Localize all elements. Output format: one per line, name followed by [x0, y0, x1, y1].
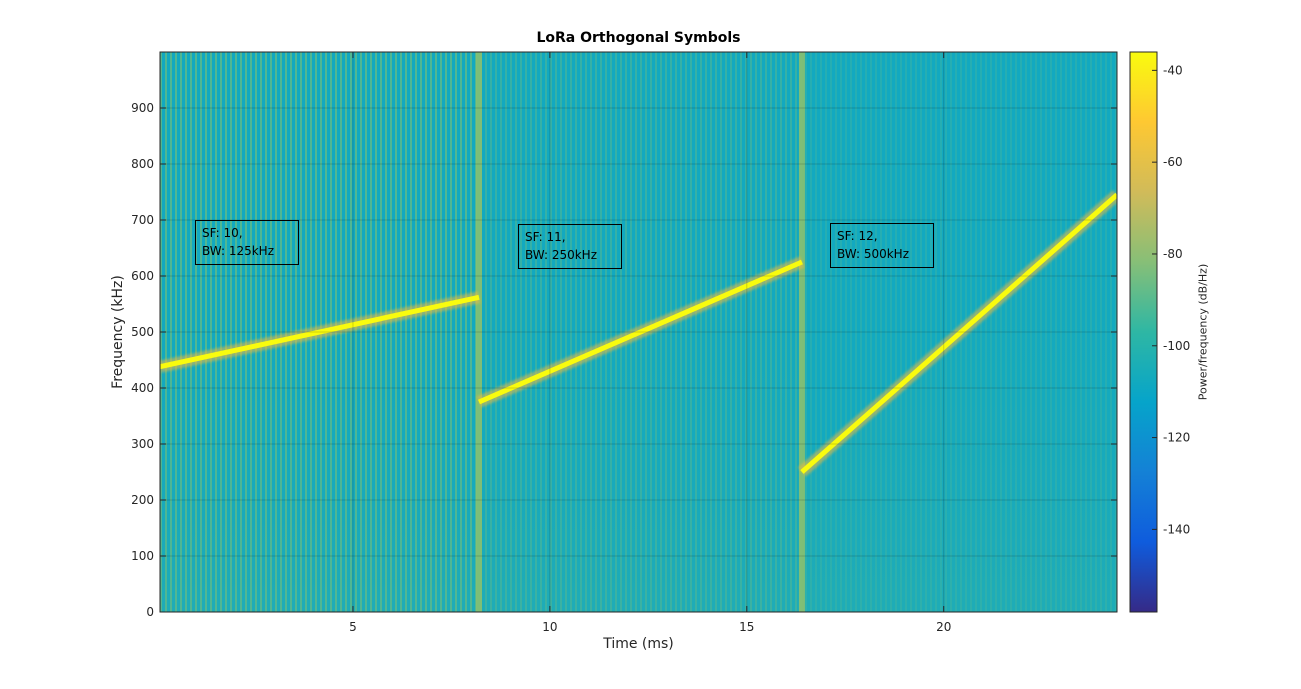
spectrogram-layer: [160, 52, 1117, 612]
y-tick-label-300: 300: [131, 437, 154, 451]
chirp-line-sf11: [478, 259, 803, 405]
annotation-sf10: SF: 10, BW: 125kHz: [195, 220, 299, 265]
y-tick-label-700: 700: [131, 213, 154, 227]
chirp-line-sf10: [160, 294, 480, 370]
symbol-boundary-2: [798, 52, 805, 612]
colorbar-label: Power/frequency (dB/Hz): [1196, 263, 1210, 401]
y-tick-label-800: 800: [131, 157, 154, 171]
colorbar-tick-label--40: -40: [1163, 63, 1183, 77]
x-tick-label-20: 20: [936, 620, 951, 634]
y-tick-label-200: 200: [131, 493, 154, 507]
x-axis-label: Time (ms): [603, 636, 674, 652]
chirp-line-sf12: [800, 192, 1117, 474]
colorbar-tick-label--100: -100: [1163, 339, 1190, 353]
annotation-sf11: SF: 11, BW: 250kHz: [518, 224, 622, 269]
colorbar-tick-label--120: -120: [1163, 431, 1190, 445]
x-tick-label-15: 15: [739, 620, 754, 634]
y-tick-label-0: 0: [146, 605, 154, 619]
annotation-sf11-line2: BW: 250kHz: [525, 248, 597, 262]
grid: [160, 52, 1117, 613]
annotation-sf12-line2: BW: 500kHz: [837, 247, 909, 261]
colorbar-tick-label--60: -60: [1163, 155, 1183, 169]
colorbar-tick-label--80: -80: [1163, 247, 1183, 261]
segment-glow-3: [801, 194, 1117, 612]
x-tick-label-10: 10: [542, 620, 557, 634]
segment-glow-1: [160, 297, 479, 612]
annotation-sf12-line1: SF: 12,: [837, 229, 878, 243]
colorbar-tick-label--140: -140: [1163, 522, 1190, 536]
y-tick-label-600: 600: [131, 269, 154, 283]
annotation-sf10-line1: SF: 10,: [202, 226, 243, 240]
y-tick-label-900: 900: [131, 101, 154, 115]
y-axis-label: Frequency (kHz): [110, 275, 126, 389]
chart-title: LoRa Orthogonal Symbols: [536, 30, 741, 46]
annotation-sf12: SF: 12, BW: 500kHz: [830, 223, 934, 268]
x-tick-label-5: 5: [349, 620, 357, 634]
annotation-sf10-line2: BW: 125kHz: [202, 244, 274, 258]
y-tick-label-100: 100: [131, 549, 154, 563]
y-tick-label-400: 400: [131, 381, 154, 395]
y-tick-label-500: 500: [131, 325, 154, 339]
symbol-boundary-1: [476, 52, 482, 612]
colorbar: [1129, 51, 1158, 613]
segment-glow-2: [479, 262, 802, 612]
annotation-sf11-line1: SF: 11,: [525, 230, 566, 244]
